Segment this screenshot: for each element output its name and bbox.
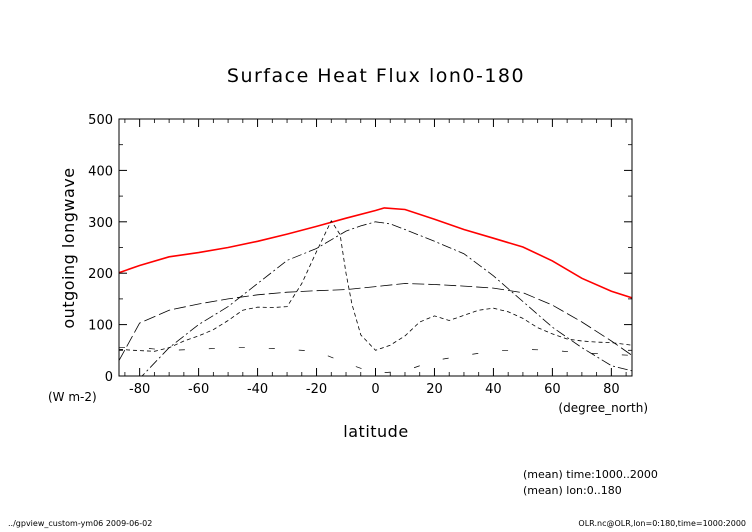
plot-frame (118, 118, 633, 377)
y-units-label: (W m-2) (48, 390, 97, 404)
y-tick-label: 500 (88, 113, 113, 128)
y-tick-label: 200 (88, 267, 113, 282)
x-axis-label: latitude (343, 422, 408, 441)
y-tick-label: 400 (88, 164, 113, 179)
footer-right: OLR.nc@OLR,lon=0:180,time=1000:2000 (578, 519, 746, 528)
series-layer (119, 207, 632, 376)
note-lon-mean: (mean) lon:0..180 (523, 484, 622, 497)
y-tick-label: 0 (105, 370, 113, 385)
footer-left: ../gpview_custom-ym06 2009-06-02 (8, 519, 152, 528)
x-tick-label: -80 (129, 382, 150, 397)
y-tick-label: 100 (88, 319, 113, 334)
x-tick-label: -40 (247, 382, 268, 397)
series-line-2 (119, 283, 632, 361)
x-tick-label: 0 (371, 382, 379, 397)
note-time-mean: (mean) time:1000..2000 (523, 468, 658, 481)
ticks-layer: -80 -60 -40 -20 0 20 40 60 80 0 100 200 300 400 500 (88, 113, 632, 397)
series-line-4 (119, 219, 632, 352)
series-line-1 (119, 207, 632, 299)
x-tick-label: 40 (485, 382, 502, 397)
x-tick-label: -20 (306, 382, 327, 397)
x-units-label: (degree_north) (558, 401, 648, 415)
x-tick-label: 20 (426, 382, 443, 397)
x-tick-label: 60 (544, 382, 561, 397)
x-tick-label: 80 (603, 382, 620, 397)
y-tick-label: 300 (88, 216, 113, 231)
chart-title: Surface Heat Flux lon0-180 (227, 65, 525, 87)
y-axis-label: outgoing longwave (59, 167, 78, 328)
x-tick-label: -60 (188, 382, 209, 397)
series-line-3 (141, 221, 632, 376)
